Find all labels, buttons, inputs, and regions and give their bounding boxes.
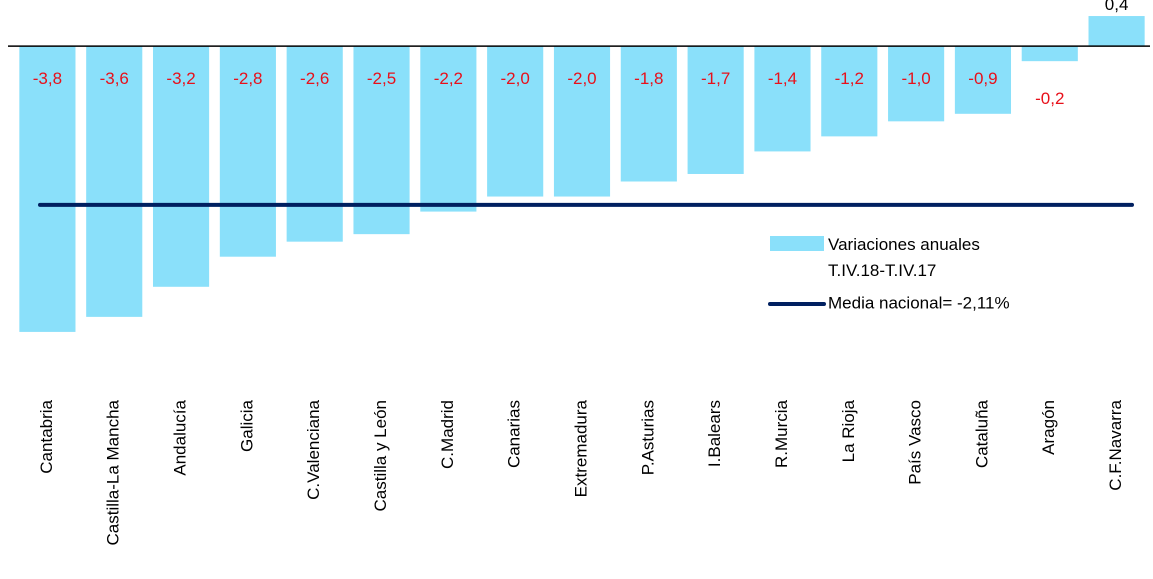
bar — [420, 46, 477, 212]
legend-label: Media nacional= -2,11% — [828, 293, 1010, 312]
bar — [821, 46, 878, 137]
bar — [152, 46, 210, 287]
x-tick-label: Castilla-La Mancha — [104, 399, 123, 545]
bar — [888, 46, 945, 122]
data-label: -1,2 — [835, 69, 864, 88]
data-label: -3,6 — [100, 69, 129, 88]
x-tick-label: País Vasco — [906, 400, 925, 485]
data-label: -3,2 — [166, 69, 195, 88]
bar — [620, 46, 677, 182]
bar — [954, 46, 1012, 114]
bar — [553, 46, 611, 197]
bar — [86, 46, 143, 317]
x-tick-label: Aragón — [1039, 400, 1058, 455]
data-label: -1,4 — [768, 69, 797, 88]
data-label: -2,2 — [434, 69, 463, 88]
bar — [286, 46, 343, 242]
data-label: -0,9 — [968, 69, 997, 88]
bar — [1088, 16, 1145, 47]
legend-label: Variaciones anuales T.IV.18-T.IV.17 — [828, 235, 980, 280]
bar — [19, 46, 76, 332]
x-tick-label: P.Asturias — [638, 400, 657, 475]
data-label: -2,5 — [367, 69, 396, 88]
x-tick-label: Cataluña — [972, 399, 991, 468]
x-tick-label: Galicia — [237, 399, 256, 452]
bar — [1021, 46, 1078, 62]
data-label: 0,4 — [1105, 0, 1129, 14]
data-label: -1,7 — [701, 69, 730, 88]
bar — [687, 46, 744, 174]
data-label: -3,8 — [33, 69, 62, 88]
x-tick-label: Cantabria — [37, 399, 56, 473]
data-label: -1,8 — [634, 69, 663, 88]
bar — [353, 46, 410, 235]
x-tick-label: C.F.Navarra — [1106, 399, 1125, 490]
data-label: -0,2 — [1035, 89, 1064, 108]
bar — [487, 46, 544, 197]
x-tick-label: Extremadura — [571, 399, 590, 497]
x-tick-label: La Rioja — [839, 399, 858, 462]
data-label: -2,0 — [567, 69, 596, 88]
bar — [754, 46, 811, 152]
x-tick-label: Castilla y León — [371, 400, 390, 512]
bar — [219, 46, 276, 257]
data-label: -2,6 — [300, 69, 329, 88]
data-label: -1,0 — [901, 69, 930, 88]
x-tick-label: Canarias — [505, 400, 524, 468]
data-label: -2,0 — [501, 69, 530, 88]
legend-swatch — [770, 236, 824, 251]
x-tick-label: R.Murcia — [772, 399, 791, 468]
x-tick-label: I.Balears — [705, 400, 724, 467]
x-tick-label: C.Madrid — [438, 400, 457, 469]
x-tick-label: C.Valenciana — [304, 399, 323, 499]
data-label: -2,8 — [233, 69, 262, 88]
x-tick-label: Andalucía — [171, 399, 190, 475]
